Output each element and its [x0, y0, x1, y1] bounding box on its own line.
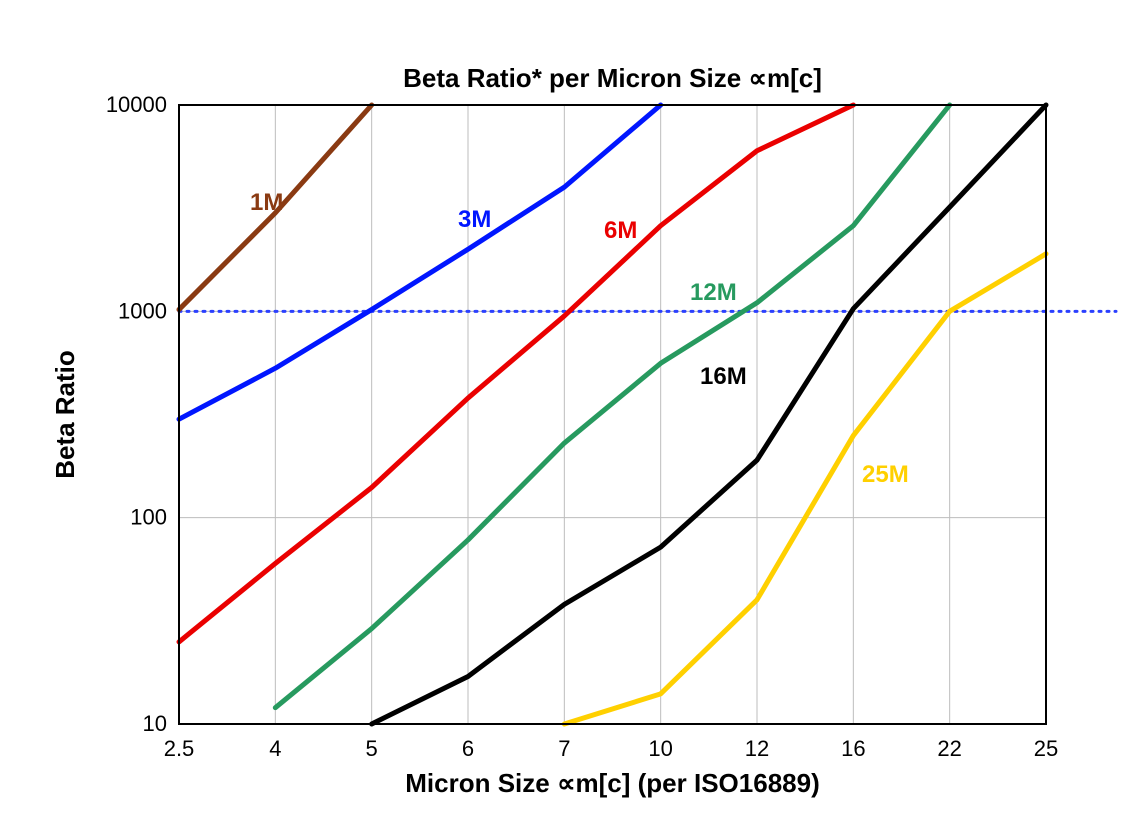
y-tick-label: 100: [130, 505, 167, 530]
x-tick-label: 2.5: [164, 736, 195, 761]
x-axis-label: Micron Size ∝m[c] (per ISO16889): [405, 768, 819, 798]
beta-ratio-chart: 1M 3M 6M 12M 16M 25M 2.5 4 5 6 7 10 12 16 22 25 10 100 100…: [0, 0, 1146, 818]
y-axis-label: Beta Ratio: [50, 350, 80, 479]
y-tick-label: 10000: [106, 92, 167, 117]
series-label: 12M: [690, 279, 737, 306]
x-tick-label: 10: [648, 736, 672, 761]
x-tick-label: 12: [745, 736, 769, 761]
x-tick-label: 4: [269, 736, 281, 761]
series-label: 6M: [604, 217, 637, 244]
x-tick-label: 22: [937, 736, 961, 761]
chart-background: [0, 0, 1146, 818]
x-tick-label: 25: [1034, 736, 1058, 761]
x-tick-label: 7: [558, 736, 570, 761]
series-label: 16M: [700, 363, 747, 390]
chart-title: Beta Ratio* per Micron Size ∝m[c]: [403, 63, 822, 93]
chart-container: 1M 3M 6M 12M 16M 25M 2.5 4 5 6 7 10 12 16 22 25 10 100 100…: [0, 0, 1146, 818]
y-tick-label: 10: [143, 711, 167, 736]
x-tick-label: 16: [841, 736, 865, 761]
series-label: 3M: [458, 206, 491, 233]
x-tick-label: 5: [366, 736, 378, 761]
series-label: 25M: [862, 461, 909, 488]
series-label: 1M: [250, 189, 283, 216]
x-tick-label: 6: [462, 736, 474, 761]
y-tick-label: 1000: [118, 298, 167, 323]
